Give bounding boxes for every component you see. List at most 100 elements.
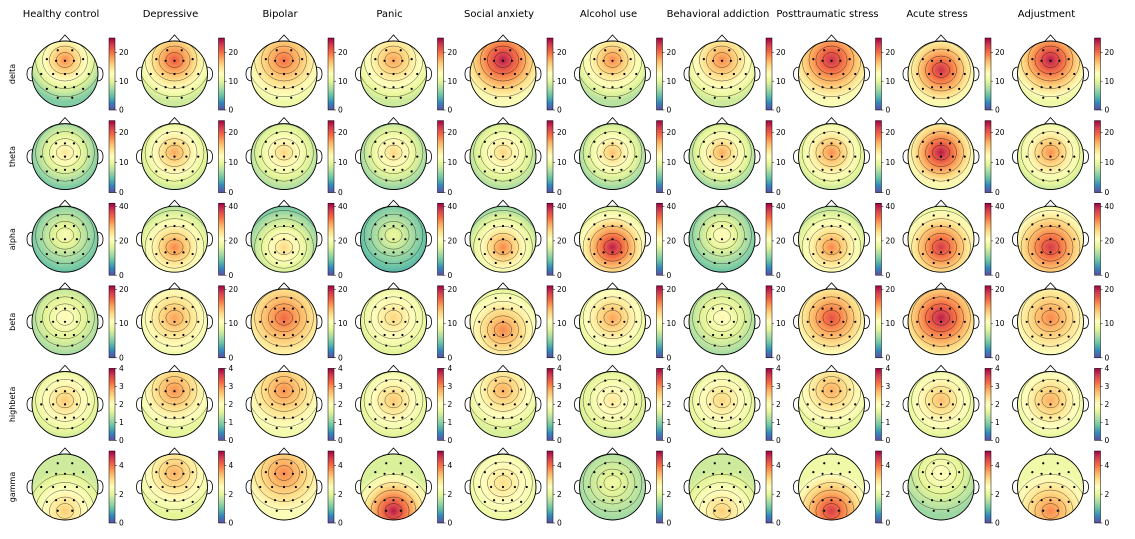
electrode-dot	[410, 335, 413, 338]
electrode-dot	[702, 471, 705, 474]
electrode-dot	[842, 403, 845, 406]
electrode-dot	[711, 472, 715, 475]
topomap	[793, 199, 870, 273]
electrode-dot	[71, 214, 74, 217]
colorbar-tick-label: 1	[557, 418, 562, 427]
colorbar-tick-label: 3	[776, 382, 781, 391]
topomap	[245, 364, 323, 438]
electrode-dot	[166, 214, 169, 217]
electrode-dot	[45, 87, 48, 90]
electrode-dot	[1025, 238, 1028, 241]
electrode-dot	[197, 72, 200, 76]
electrode-dot	[1042, 379, 1045, 382]
electrode-dot	[702, 252, 705, 256]
electrode-dot	[629, 87, 632, 90]
electrode-dot	[732, 238, 735, 241]
electrode-dot	[271, 320, 274, 323]
electrode-dot	[264, 335, 267, 338]
colorbar-tick-label: 0	[667, 188, 672, 197]
electrode-dot	[374, 87, 377, 90]
colorbar-tick-label: 40	[338, 202, 348, 211]
electrode-dot	[56, 344, 59, 347]
electrode-dot	[273, 307, 277, 310]
colorbar-tick-label: 10	[119, 77, 129, 86]
electrode-dot	[1056, 379, 1059, 382]
electrode-dot	[494, 344, 497, 347]
electrode-dot	[720, 485, 724, 489]
electrode-dot	[744, 485, 747, 489]
electrode-dot	[830, 238, 833, 241]
electrode-dot	[494, 214, 497, 217]
electrode-dot	[709, 485, 712, 489]
colorbar-tick-label: 2	[886, 400, 891, 409]
electrode-dot	[510, 307, 514, 310]
colorbar-tick-label: 40	[229, 202, 239, 211]
colorbar	[218, 450, 225, 524]
electrode-dot	[1073, 72, 1076, 76]
electrode-dot	[164, 472, 167, 475]
electrode-dot	[294, 320, 297, 323]
electrode-dot	[709, 72, 712, 76]
electrode-dot	[932, 344, 935, 347]
electrode-dot	[180, 49, 183, 52]
colorbar	[108, 285, 116, 359]
electrode-dot	[182, 142, 185, 145]
colorbar	[218, 37, 225, 111]
electrode-dot	[264, 87, 267, 90]
electrode-dot	[839, 59, 842, 62]
colorbar-tick-label: 40	[448, 202, 458, 211]
electrode-dot	[629, 223, 632, 226]
colorbar-tick-label: 0	[667, 519, 672, 528]
electrode-dot	[71, 344, 74, 347]
electrode-dot	[149, 320, 152, 323]
colorbar-tick-label: 2	[667, 490, 672, 499]
electrode-dot	[401, 59, 404, 62]
electrode-dot	[620, 390, 623, 393]
electrode-dot	[399, 427, 402, 430]
electrode-dot	[185, 403, 188, 406]
electrode-dot	[520, 87, 523, 90]
colorbar	[218, 202, 225, 276]
electrode-dot	[830, 472, 833, 475]
electrode-dot	[711, 251, 715, 254]
colorbar-tick-label: 0	[776, 436, 781, 445]
electrode-dot	[702, 58, 705, 61]
electrode-dot	[501, 224, 505, 228]
electrode-dot	[306, 403, 309, 406]
electrode-dot	[1049, 320, 1052, 323]
electrode-dot	[739, 335, 742, 338]
electrode-dot	[494, 261, 497, 265]
electrode-dot	[383, 224, 386, 228]
colorbar-tick-label: 10	[1105, 77, 1115, 86]
electrode-dot	[623, 155, 626, 158]
electrode-dot	[410, 140, 413, 143]
electrode-dot	[374, 335, 377, 338]
colorbar	[108, 368, 116, 441]
colorbar-tick-label: 1	[886, 418, 891, 427]
electrode-dot	[275, 96, 278, 99]
electrode-dot	[385, 509, 388, 512]
electrode-dot	[842, 155, 845, 158]
electrode-dot	[604, 427, 607, 430]
electrode-dot	[1061, 72, 1064, 76]
electrode-dot	[383, 416, 386, 419]
electrode-dot	[948, 59, 952, 62]
colorbar-tick-label: 4	[886, 364, 891, 373]
electrode-dot	[939, 155, 943, 158]
electrode-dot	[510, 333, 514, 337]
electrode-dot	[392, 499, 395, 502]
electrode-dot	[958, 87, 961, 90]
electrode-dot	[823, 214, 826, 217]
electrode-dot	[87, 155, 90, 158]
electrode-dot	[1058, 142, 1061, 145]
electrode-dot	[848, 252, 851, 256]
electrode-dot	[821, 168, 824, 171]
electrode-dot	[1067, 305, 1070, 309]
electrode-dot	[611, 499, 614, 502]
colorbar	[546, 37, 554, 111]
electrode-dot	[963, 238, 966, 241]
electrode-dot	[930, 499, 934, 502]
electrode-dot	[812, 223, 815, 226]
electrode-dot	[63, 499, 67, 502]
electrode-dot	[259, 403, 262, 406]
